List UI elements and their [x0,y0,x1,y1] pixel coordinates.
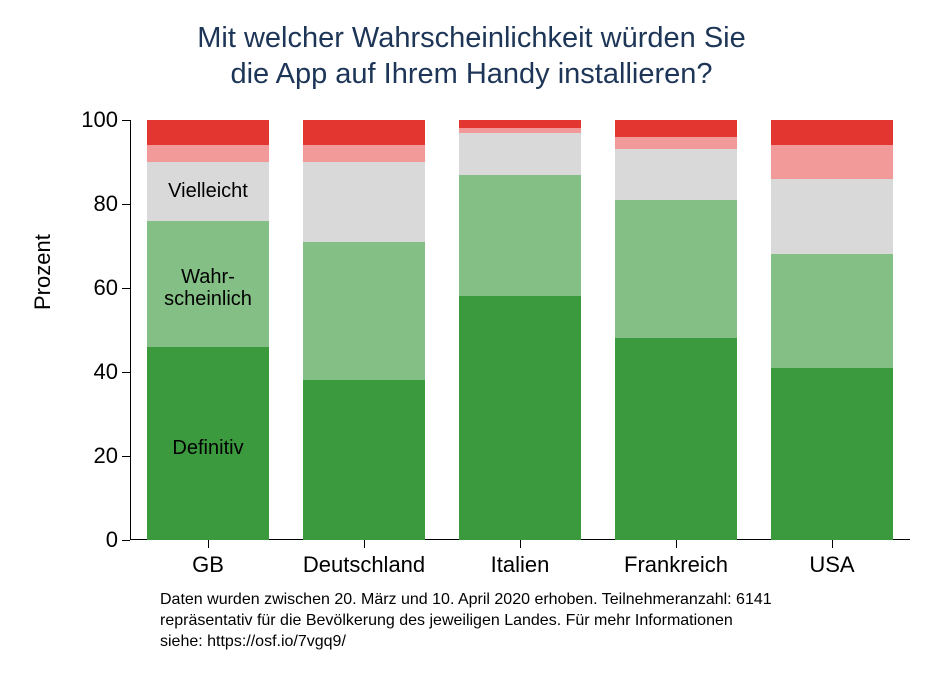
x-tick [676,540,677,548]
chart-caption: Daten wurden zwischen 20. März und 10. A… [160,590,840,652]
caption-line2: repräsentativ für die Bevölkerung des je… [160,612,733,629]
y-tick-label: 0 [58,527,118,553]
y-tick [122,372,130,373]
y-tick-label: 80 [58,191,118,217]
bar-usa [771,120,893,540]
bar-frankreich [615,120,737,540]
bar-segment-definitiv [303,380,425,540]
bar-segment-eher_nicht [615,137,737,150]
y-tick [122,540,130,541]
bar-segment-definitiv_nicht [615,120,737,137]
x-tick [208,540,209,548]
bar-segment-definitiv_nicht [771,120,893,145]
bar-segment-vielleicht [771,179,893,255]
bar-segment-vielleicht [459,133,581,175]
bar-segment-definitiv_nicht [147,120,269,145]
caption-line3: siehe: https://osf.io/7vgq9/ [160,633,346,650]
x-tick-label: Deutschland [303,552,425,578]
y-axis-line [130,120,131,540]
x-tick [832,540,833,548]
plot-area: 020406080100GBDeutschlandItalienFrankrei… [130,120,910,540]
bar-segment-wahrscheinlich [771,254,893,367]
y-tick [122,204,130,205]
y-tick [122,288,130,289]
bar-segment-definitiv [615,338,737,540]
series-label-vielleicht: Vielleicht [168,180,248,202]
chart-container: Mit welcher Wahrscheinlichkeit würden Si… [0,0,943,685]
y-tick [122,456,130,457]
bar-segment-eher_nicht [147,145,269,162]
bar-segment-eher_nicht [771,145,893,179]
bar-segment-wahrscheinlich [303,242,425,381]
bar-segment-definitiv_nicht [303,120,425,145]
bar-segment-vielleicht [303,162,425,242]
y-tick-label: 60 [58,275,118,301]
bar-segment-wahrscheinlich [459,175,581,297]
y-tick [122,120,130,121]
x-tick-label: USA [809,552,854,578]
x-tick-label: GB [192,552,224,578]
chart-title: Mit welcher Wahrscheinlichkeit würden Si… [0,20,943,93]
x-tick-label: Frankreich [624,552,728,578]
bar-segment-definitiv_nicht [459,120,581,128]
bar-segment-definitiv [459,296,581,540]
y-tick-label: 100 [58,107,118,133]
bar-segment-definitiv [771,368,893,540]
bar-segment-eher_nicht [303,145,425,162]
x-tick [364,540,365,548]
bar-deutschland [303,120,425,540]
y-tick-label: 20 [58,443,118,469]
x-tick [520,540,521,548]
bar-italien [459,120,581,540]
y-axis-label: Prozent [30,234,56,310]
caption-line1: Daten wurden zwischen 20. März und 10. A… [160,591,772,608]
y-tick-label: 40 [58,359,118,385]
x-tick-label: Italien [491,552,550,578]
series-label-wahrscheinlich: Wahr- scheinlich [164,266,252,310]
bar-segment-wahrscheinlich [615,200,737,339]
series-label-definitiv: Definitiv [172,437,243,459]
bar-segment-vielleicht [615,149,737,199]
chart-title-line1: Mit welcher Wahrscheinlichkeit würden Si… [197,22,746,54]
chart-title-line2: die App auf Ihrem Handy installieren? [230,58,712,90]
